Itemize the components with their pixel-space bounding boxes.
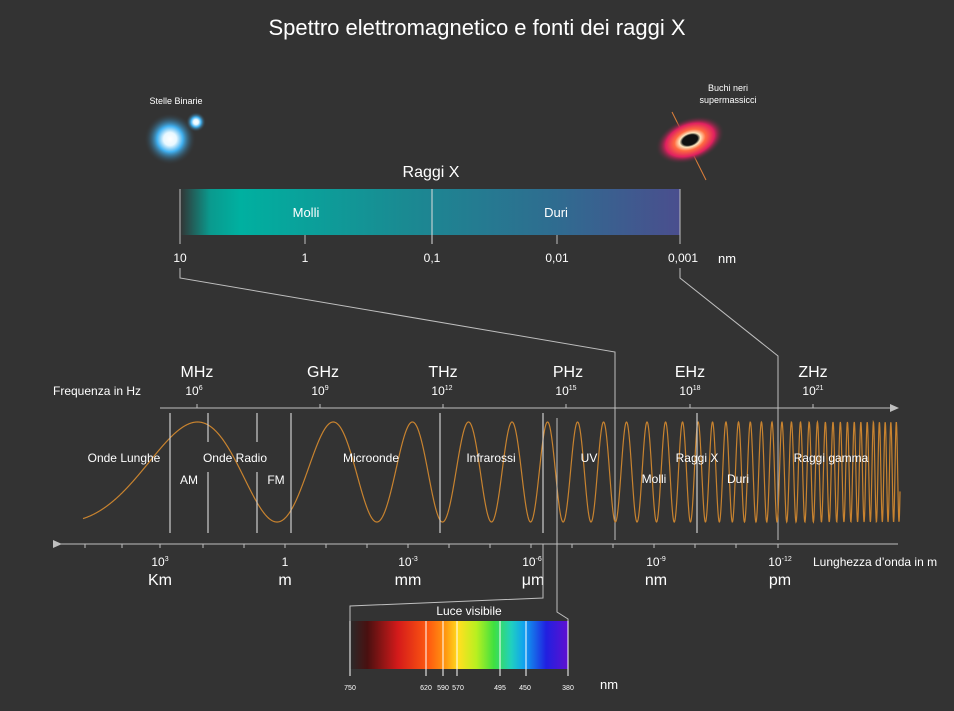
xray-title: Raggi X bbox=[403, 164, 460, 181]
visible-tick-750: 750 bbox=[344, 685, 356, 692]
freq-unit-ghz: GHz bbox=[307, 364, 339, 381]
band-fm: FM bbox=[267, 473, 284, 487]
visible-band bbox=[350, 621, 568, 669]
diagram-title: Spettro elettromagnetico e fonti dei rag… bbox=[268, 15, 685, 40]
freq-power-5: 1021 bbox=[802, 384, 823, 398]
band-long-waves: Onde Lunghe bbox=[88, 451, 161, 465]
wl-unit-mm: mm bbox=[395, 572, 422, 589]
xray-connector-right bbox=[679, 268, 779, 540]
visible-ticks bbox=[349, 621, 569, 676]
xray-connector-left bbox=[179, 268, 616, 540]
freq-unit-thz: THz bbox=[428, 364, 457, 381]
wl-power-5: 10-12 bbox=[768, 555, 792, 569]
freq-unit-phz: PHz bbox=[553, 364, 583, 381]
wl-power-2: 10-3 bbox=[398, 555, 418, 569]
band-hard-xray: Duri bbox=[727, 472, 749, 486]
band-gamma: Raggi gamma bbox=[794, 451, 869, 465]
band-microwaves: Microonde bbox=[343, 451, 399, 465]
visible-tick-570: 570 bbox=[452, 685, 464, 692]
band-xray: Raggi X bbox=[676, 451, 719, 465]
wl-power-4: 10-9 bbox=[646, 555, 666, 569]
freq-power-4: 1018 bbox=[679, 384, 700, 398]
wl-unit-pm: pm bbox=[769, 572, 791, 589]
wavelength-minor-ticks bbox=[84, 544, 779, 548]
visible-tick-590: 590 bbox=[437, 685, 449, 692]
xray-unit: nm bbox=[718, 251, 736, 266]
black-hole-label-line2: supermassicci bbox=[699, 95, 756, 105]
xray-tick-1: 1 bbox=[302, 251, 309, 265]
black-hole-label-line1: Buchi neri bbox=[708, 83, 748, 93]
wavelength-axis-label: Lunghezza d’onda in m bbox=[813, 555, 937, 569]
xray-hard-label: Duri bbox=[544, 205, 568, 220]
wl-power-0: 103 bbox=[151, 555, 168, 569]
band-dividers bbox=[169, 413, 698, 533]
wl-power-3: 10-6 bbox=[522, 555, 542, 569]
visible-tick-450: 450 bbox=[519, 685, 531, 692]
xray-band bbox=[180, 189, 680, 235]
xray-soft-label: Molli bbox=[293, 205, 320, 220]
wl-power-1: 1 bbox=[282, 555, 289, 569]
frequency-ticks bbox=[196, 404, 814, 408]
freq-power-3: 1015 bbox=[555, 384, 576, 398]
xray-tick-0: 10 bbox=[173, 251, 187, 265]
freq-unit-zhz: ZHz bbox=[798, 364, 827, 381]
band-soft-xray: Molli bbox=[642, 472, 667, 486]
wl-unit-nm: nm bbox=[645, 572, 667, 589]
visible-tick-495: 495 bbox=[494, 685, 506, 692]
xray-tick-3: 0,01 bbox=[545, 251, 569, 265]
xray-tick-2: 0,1 bbox=[424, 251, 441, 265]
freq-power-1: 109 bbox=[311, 384, 328, 398]
freq-unit-mhz: MHz bbox=[181, 364, 214, 381]
binary-stars-icon bbox=[144, 112, 206, 165]
visible-unit: nm bbox=[600, 677, 618, 692]
visible-tick-380: 380 bbox=[562, 685, 574, 692]
freq-unit-ehz: EHz bbox=[675, 364, 705, 381]
freq-power-2: 1012 bbox=[431, 384, 452, 398]
band-infrared: Infrarossi bbox=[466, 451, 515, 465]
wl-unit-m: m bbox=[278, 572, 291, 589]
wl-unit-um: μm bbox=[522, 572, 545, 589]
visible-title: Luce visibile bbox=[436, 604, 502, 618]
xray-tick-4: 0,001 bbox=[668, 251, 698, 265]
band-uv: UV bbox=[581, 451, 598, 465]
wl-unit-km: Km bbox=[148, 572, 172, 589]
band-radio: Onde Radio bbox=[203, 451, 267, 465]
band-am: AM bbox=[180, 473, 198, 487]
frequency-axis-label: Frequenza in Hz bbox=[53, 384, 141, 398]
visible-tick-620: 620 bbox=[420, 685, 432, 692]
em-wave bbox=[82, 419, 901, 524]
binary-stars-label: Stelle Binarie bbox=[149, 96, 202, 106]
black-hole-icon bbox=[655, 111, 725, 181]
freq-power-0: 106 bbox=[185, 384, 202, 398]
